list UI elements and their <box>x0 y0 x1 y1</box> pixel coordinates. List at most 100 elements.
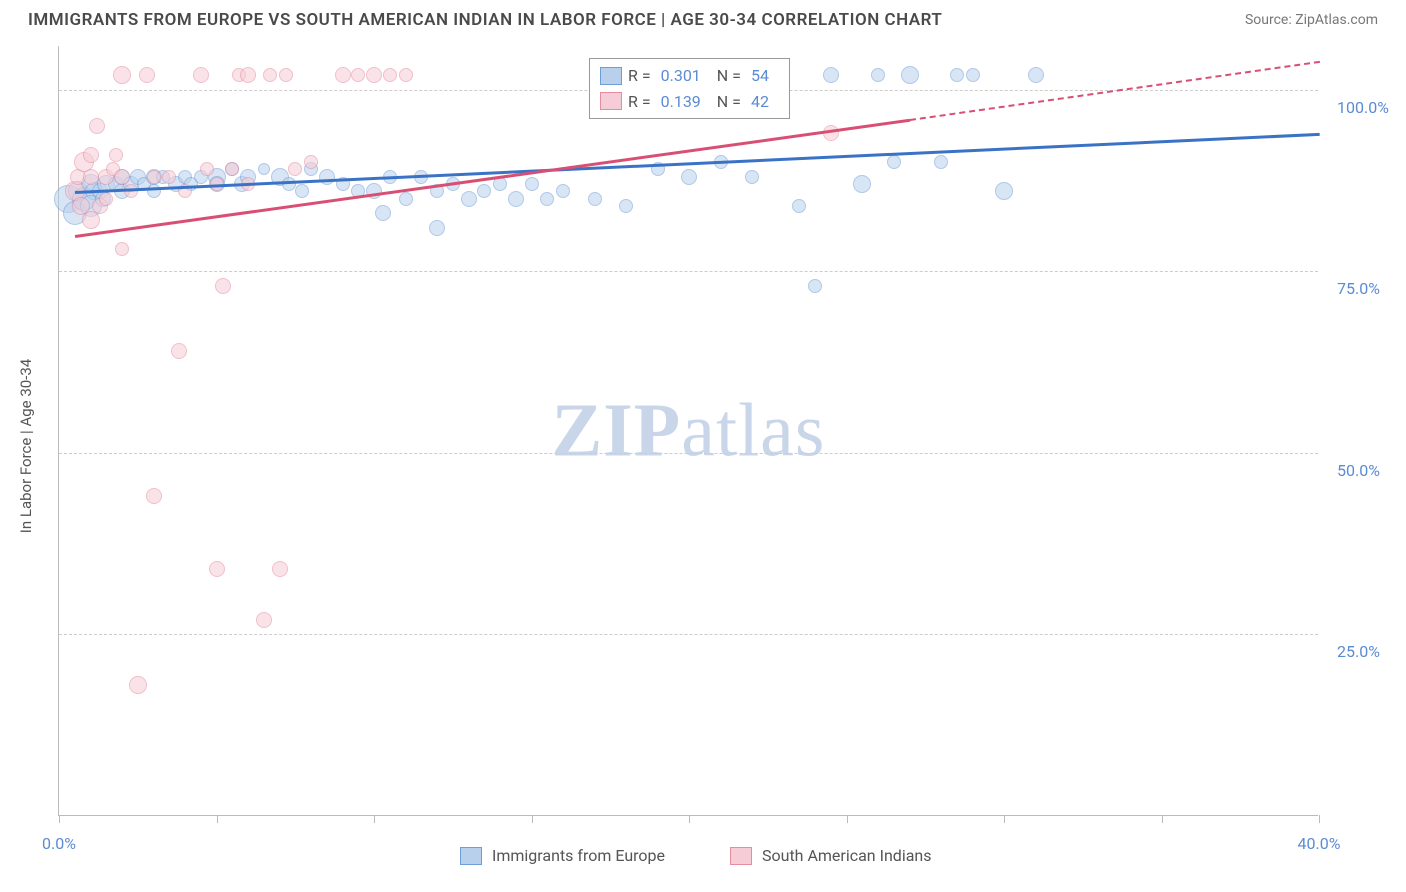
data-point <box>508 191 524 207</box>
x-tick <box>1004 815 1005 823</box>
data-point <box>263 68 277 82</box>
data-point <box>113 66 131 84</box>
chart-container: In Labor Force | Age 30-34 ZIPatlas 25.0… <box>40 46 1390 846</box>
data-point <box>399 68 413 82</box>
data-point <box>493 177 507 191</box>
y-tick-label: 25.0% <box>1337 642 1380 661</box>
data-point <box>871 68 885 82</box>
x-tick <box>1162 815 1163 823</box>
data-point <box>99 192 113 206</box>
data-point <box>1028 67 1044 83</box>
data-point <box>162 170 176 184</box>
data-point <box>950 68 964 82</box>
data-point <box>288 162 302 176</box>
data-point <box>209 561 225 577</box>
series-legend: South American Indians <box>730 846 932 865</box>
data-point <box>619 199 633 213</box>
gridline <box>59 453 1318 454</box>
data-point <box>383 68 397 82</box>
legend-swatch <box>730 847 752 865</box>
data-point <box>887 155 901 169</box>
data-point <box>171 343 187 359</box>
x-tick <box>532 815 533 823</box>
data-point <box>823 125 839 141</box>
data-point <box>258 163 270 175</box>
data-point <box>901 66 919 84</box>
data-point <box>304 155 318 169</box>
data-point <box>129 676 147 694</box>
legend-r-label: R = <box>628 63 651 89</box>
legend-row: R = 0.139 N = 42 <box>600 89 779 115</box>
data-point <box>272 561 288 577</box>
data-point <box>477 184 491 198</box>
source-label: Source: ZipAtlas.com <box>1245 12 1378 28</box>
data-point <box>109 148 123 162</box>
x-tick <box>59 815 60 823</box>
data-point <box>540 192 554 206</box>
data-point <box>823 67 839 83</box>
data-point <box>279 68 293 82</box>
data-point <box>83 169 99 185</box>
data-point <box>995 182 1013 200</box>
y-tick-label: 100.0% <box>1337 98 1389 117</box>
data-point <box>240 67 256 83</box>
legend-swatch <box>600 92 622 110</box>
data-point <box>588 192 602 206</box>
correlation-legend: R = 0.301 N = 54 R = 0.139 N = 42 <box>589 58 790 119</box>
data-point <box>853 175 871 193</box>
x-tick <box>1319 815 1320 823</box>
data-point <box>366 67 382 83</box>
data-point <box>215 278 231 294</box>
legend-r-value: 0.139 <box>661 89 701 115</box>
chart-title: IMMIGRANTS FROM EUROPE VS SOUTH AMERICAN… <box>28 10 942 30</box>
watermark: ZIPatlas <box>552 387 826 474</box>
data-point <box>366 183 382 199</box>
data-point <box>114 169 130 185</box>
data-point <box>225 162 239 176</box>
data-point <box>115 242 129 256</box>
data-point <box>429 220 445 236</box>
data-point <box>83 147 99 163</box>
legend-n-value: 54 <box>751 63 769 89</box>
data-point <box>792 199 806 213</box>
x-tick <box>847 815 848 823</box>
legend-n-value: 42 <box>751 89 769 115</box>
data-point <box>124 184 138 198</box>
x-tick <box>689 815 690 823</box>
legend-n-label: N = <box>717 63 741 89</box>
y-tick-label: 50.0% <box>1337 461 1380 480</box>
data-point <box>934 155 948 169</box>
series-legend: Immigrants from Europe <box>460 846 665 865</box>
legend-swatch <box>600 67 622 85</box>
data-point <box>295 184 309 198</box>
data-point <box>193 67 209 83</box>
data-point <box>966 68 980 82</box>
x-tick <box>217 815 218 823</box>
data-point <box>556 184 570 198</box>
data-point <box>146 488 162 504</box>
data-point <box>808 279 822 293</box>
legend-row: R = 0.301 N = 54 <box>600 63 779 89</box>
data-point <box>139 67 155 83</box>
y-axis-label: In Labor Force | Age 30-34 <box>17 359 35 533</box>
x-tick-label: 0.0% <box>42 834 76 853</box>
x-tick <box>374 815 375 823</box>
data-point <box>681 169 697 185</box>
legend-r-label: R = <box>628 89 651 115</box>
data-point <box>147 170 161 184</box>
legend-r-value: 0.301 <box>661 63 701 89</box>
data-point <box>89 118 105 134</box>
data-point <box>461 191 477 207</box>
legend-n-label: N = <box>717 89 741 115</box>
x-tick-label: 40.0% <box>1298 834 1341 853</box>
data-point <box>200 162 214 176</box>
data-point <box>335 67 351 83</box>
series-label: South American Indians <box>762 846 932 865</box>
data-point <box>256 612 272 628</box>
data-point <box>745 170 759 184</box>
y-tick-label: 75.0% <box>1337 279 1380 298</box>
data-point <box>319 169 335 185</box>
series-label: Immigrants from Europe <box>492 846 665 865</box>
gridline <box>59 634 1318 635</box>
data-point <box>351 68 365 82</box>
